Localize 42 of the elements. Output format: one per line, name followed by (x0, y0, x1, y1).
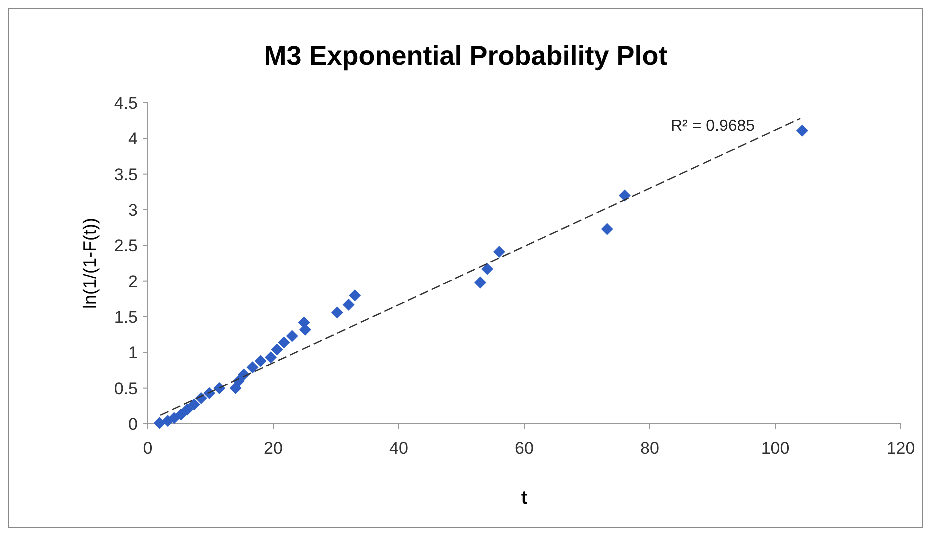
point (278, 336, 290, 349)
point (618, 190, 631, 202)
point (474, 276, 487, 289)
x-tick-label: 60 (515, 439, 534, 458)
y-tick-label: 4 (128, 130, 138, 149)
point (254, 355, 267, 368)
y-tick-label: 2.5 (114, 236, 138, 256)
point (182, 404, 194, 416)
point (332, 306, 344, 319)
point (481, 263, 494, 276)
chart-title: M3 Exponential Probability Plot (264, 41, 668, 71)
point (271, 344, 284, 356)
point (493, 246, 506, 258)
x-tick-label: 20 (264, 439, 283, 458)
point (188, 398, 200, 411)
x-tick-label: 80 (640, 439, 660, 458)
y-tick-label: 0.5 (114, 379, 138, 398)
point (168, 412, 180, 424)
y-tick-label: 1.5 (114, 308, 138, 327)
y-tick-label: 2 (128, 272, 138, 292)
y-tick-label: 3 (128, 200, 138, 220)
annotation: R² = 0.9685 (671, 118, 756, 135)
y-tick-label: 0 (128, 414, 138, 434)
point (154, 417, 166, 430)
x-tick-label: 100 (761, 439, 790, 458)
point (349, 290, 362, 302)
point (342, 298, 355, 311)
point (286, 330, 298, 342)
x-tick-label: 120 (886, 439, 916, 458)
y-axis-title: ln(1/(1-F(t)) (80, 218, 100, 309)
point (796, 124, 808, 137)
y-tick-label: 1 (128, 344, 138, 363)
x-tick-label: 0 (143, 439, 153, 458)
x-axis-title: t (521, 488, 528, 509)
y-tick-label: 3.5 (114, 165, 138, 184)
point (264, 352, 277, 364)
point (246, 362, 259, 374)
point (214, 382, 226, 394)
point (175, 408, 188, 421)
y-tick-label: 4.5 (114, 94, 138, 113)
x-tick-label: 40 (390, 439, 408, 458)
point (601, 223, 614, 236)
